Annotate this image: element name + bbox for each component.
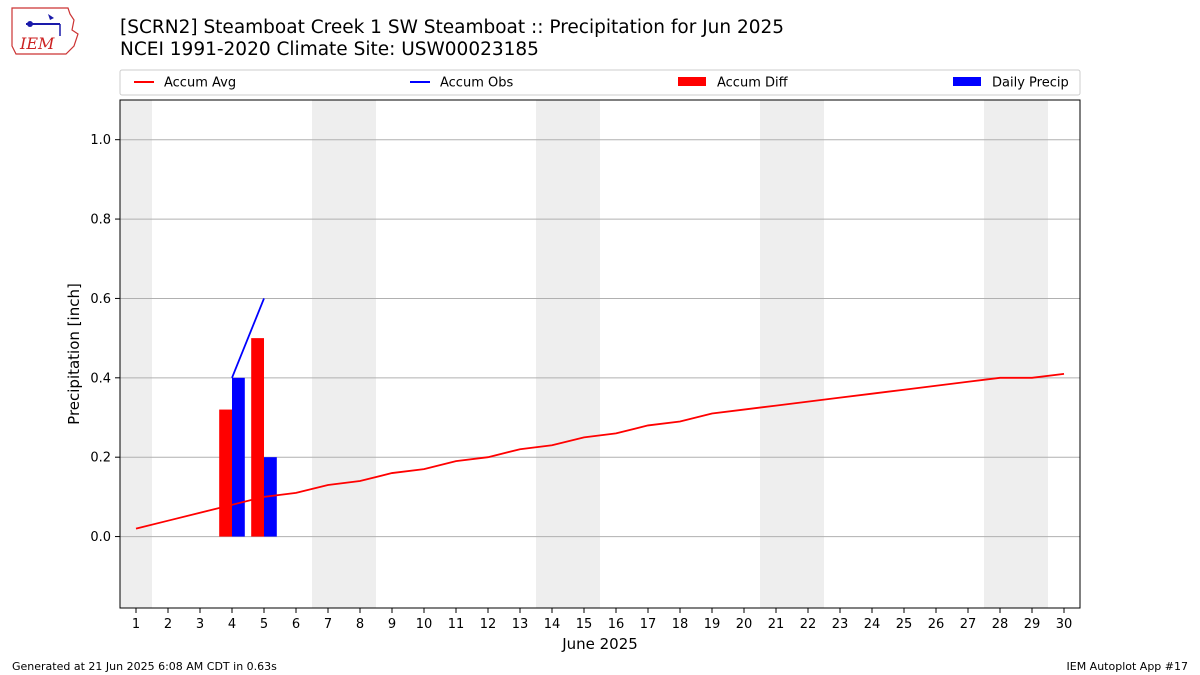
logo-text: IEM — [19, 34, 55, 53]
legend-label-accum-obs: Accum Obs — [440, 76, 513, 91]
y-tick-label: 0.2 — [90, 451, 111, 466]
x-tick-label: 28 — [992, 617, 1009, 632]
weekend-band — [120, 100, 152, 608]
x-tick-label: 24 — [864, 617, 881, 632]
x-tick-label: 3 — [196, 617, 204, 632]
x-tick-label: 15 — [576, 617, 593, 632]
y-tick-label: 0.0 — [90, 530, 111, 545]
weekend-band — [536, 100, 600, 608]
x-tick-label: 17 — [640, 617, 657, 632]
x-tick-label: 20 — [736, 617, 753, 632]
x-tick-label: 12 — [480, 617, 497, 632]
x-tick-label: 6 — [292, 617, 300, 632]
x-tick-label: 8 — [356, 617, 364, 632]
y-tick-label: 0.6 — [90, 292, 111, 307]
x-tick-label: 26 — [928, 617, 945, 632]
accum-diff-bar — [251, 338, 264, 537]
chart-title: [SCRN2] Steamboat Creek 1 SW Steamboat :… — [120, 17, 785, 38]
x-tick-label: 22 — [800, 617, 817, 632]
x-tick-label: 19 — [704, 617, 721, 632]
x-tick-label: 14 — [544, 617, 561, 632]
x-tick-label: 16 — [608, 617, 625, 632]
x-tick-label: 4 — [228, 617, 236, 632]
plot-frame — [119, 99, 1081, 609]
x-tick-label: 7 — [324, 617, 332, 632]
x-tick-label: 9 — [388, 617, 396, 632]
x-tick-label: 5 — [260, 617, 268, 632]
footer-app: IEM Autoplot App #17 — [1066, 660, 1189, 673]
y-axis-label: Precipitation [inch] — [65, 283, 83, 425]
accum-obs-line — [231, 298, 265, 379]
legend-label-accum-diff: Accum Diff — [717, 76, 789, 91]
weekend-band — [984, 100, 1048, 608]
accum-diff-bar — [219, 409, 232, 537]
x-tick-label: 23 — [832, 617, 849, 632]
x-tick-label: 27 — [960, 617, 977, 632]
x-axis-label: June 2025 — [561, 635, 638, 653]
legend: Accum Avg Accum Obs Accum Diff Daily Precip — [119, 69, 1081, 96]
x-tick-label: 25 — [896, 617, 913, 632]
legend-swatch-daily-precip — [953, 77, 981, 86]
y-tick-label: 0.8 — [90, 213, 111, 228]
x-tick-label: 1 — [132, 617, 140, 632]
footer-generated: Generated at 21 Jun 2025 6:08 AM CDT in … — [12, 660, 277, 673]
x-tick-label: 21 — [768, 617, 785, 632]
x-tick-label: 11 — [448, 617, 465, 632]
weekend-band — [760, 100, 824, 608]
x-tick-label: 30 — [1056, 617, 1073, 632]
legend-swatch-accum-diff — [678, 77, 706, 86]
x-tick-label: 10 — [416, 617, 433, 632]
y-tick-label: 1.0 — [90, 133, 111, 148]
y-tick-label: 0.4 — [90, 371, 111, 386]
legend-label-accum-avg: Accum Avg — [164, 76, 236, 91]
accum-avg-line — [135, 372, 1065, 530]
x-tick-label: 13 — [512, 617, 529, 632]
weekend-band — [312, 100, 376, 608]
x-tick-label: 18 — [672, 617, 689, 632]
iem-logo: IEM — [8, 6, 80, 62]
chart-subtitle: NCEI 1991-2020 Climate Site: USW00023185 — [120, 39, 539, 60]
legend-label-daily-precip: Daily Precip — [992, 76, 1069, 91]
x-tick-label: 29 — [1024, 617, 1041, 632]
daily-precip-bar — [232, 377, 245, 537]
x-tick-label: 2 — [164, 617, 172, 632]
